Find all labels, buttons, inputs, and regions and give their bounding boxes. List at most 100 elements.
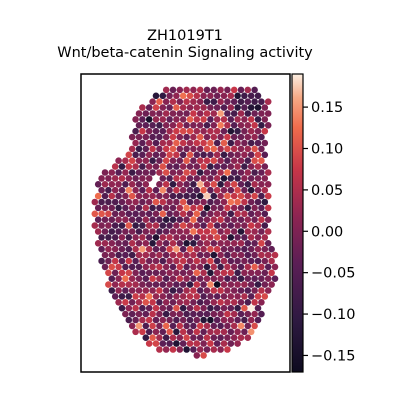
tissue-spot	[254, 186, 262, 194]
tissue-spot	[200, 234, 207, 241]
tissue-spot	[183, 86, 190, 94]
tissue-spot	[220, 328, 228, 336]
tissue-spot	[128, 181, 136, 188]
tissue-spot	[200, 293, 207, 300]
tissue-spot	[169, 122, 177, 129]
tissue-spot	[98, 234, 105, 241]
tissue-spot	[247, 328, 255, 336]
tissue-spot	[230, 86, 238, 94]
tissue-spot	[142, 157, 150, 164]
tissue-spot	[118, 222, 126, 229]
tissue-spot	[251, 98, 258, 105]
tissue-spot	[210, 216, 218, 223]
tissue-spot	[145, 245, 153, 253]
tissue-spot	[128, 157, 136, 164]
tissue-spot	[162, 204, 170, 212]
tissue-spot	[237, 310, 245, 318]
tissue-spot	[190, 334, 197, 342]
tissue-spot	[156, 181, 163, 188]
tissue-spot	[156, 251, 163, 259]
tissue-spot	[247, 269, 255, 277]
tissue-spot	[258, 181, 265, 188]
tissue-spot	[145, 328, 153, 336]
tissue-spot	[268, 269, 275, 277]
tissue-spot	[186, 151, 194, 159]
tissue-spot	[105, 222, 112, 229]
tissue-spot	[183, 157, 190, 164]
tissue-spot	[200, 222, 207, 229]
tissue-spot	[227, 92, 235, 100]
tissue-spot	[118, 175, 126, 182]
tissue-spot	[145, 198, 153, 206]
tissue-spot	[122, 169, 129, 176]
tissue-spot	[132, 198, 139, 206]
tissue-spot	[183, 145, 190, 153]
tissue-spot	[173, 139, 180, 147]
tissue-spot	[132, 269, 139, 277]
tissue-spot	[220, 304, 228, 312]
tissue-spot	[159, 127, 167, 135]
tissue-spot	[203, 192, 211, 200]
tissue-spot	[241, 175, 248, 182]
tissue-spot	[111, 257, 119, 265]
tissue-spot	[145, 234, 153, 241]
tissue-spot	[254, 210, 262, 218]
tissue-spot	[142, 287, 150, 294]
tissue-spot	[173, 151, 180, 159]
tissue-spot	[186, 234, 194, 241]
tissue-spot	[139, 257, 146, 265]
tissue-spot	[207, 304, 214, 312]
tissue-spot	[166, 304, 173, 312]
tissue-spot	[166, 328, 173, 336]
tissue-spot	[190, 204, 197, 212]
tissue-spot	[213, 293, 221, 300]
tissue-spot	[179, 116, 187, 123]
tissue-spot	[227, 163, 235, 170]
tissue-spot	[118, 198, 126, 206]
tissue-spot	[203, 181, 211, 188]
tissue-spot	[234, 257, 241, 265]
tissue-spot	[241, 139, 248, 147]
tissue-spot	[186, 257, 194, 265]
tissue-spot	[173, 116, 180, 123]
tissue-spot	[224, 98, 231, 105]
tissue-spot	[271, 275, 279, 283]
tissue-spot	[183, 240, 190, 247]
tissue-spot	[145, 104, 153, 111]
tissue-spot	[139, 245, 146, 253]
tissue-spot	[139, 127, 146, 135]
tissue-spot	[156, 216, 163, 223]
tissue-spot	[217, 86, 224, 94]
tissue-spot	[210, 240, 218, 247]
tissue-spot	[210, 310, 218, 318]
tissue-spot	[173, 198, 180, 206]
tissue-spot	[179, 257, 187, 265]
tissue-spot	[196, 145, 204, 153]
tissue-spot	[179, 151, 187, 159]
tissue-spot	[156, 133, 163, 141]
tissue-spot	[227, 304, 235, 312]
tissue-spot	[220, 127, 228, 135]
tissue-spot	[234, 234, 241, 241]
tissue-spot	[196, 334, 204, 342]
tissue-spot	[254, 116, 262, 123]
tissue-spot	[166, 245, 173, 253]
tissue-spot	[196, 287, 204, 294]
tissue-spot	[173, 234, 180, 241]
tissue-spot	[193, 116, 201, 123]
tissue-spot	[176, 192, 184, 200]
tissue-spot	[190, 133, 197, 141]
tissue-spot	[176, 98, 184, 105]
tissue-spot	[145, 293, 153, 300]
tissue-spot	[261, 269, 269, 277]
tissue-spot	[207, 234, 214, 241]
tissue-spot	[224, 192, 231, 200]
tissue-spot	[105, 175, 112, 182]
tissue-spot	[196, 204, 204, 212]
tissue-spot	[196, 181, 204, 188]
tissue-spot	[251, 133, 258, 141]
tissue-spot	[183, 251, 190, 259]
tissue-spot	[213, 116, 221, 123]
tissue-spot	[217, 181, 224, 188]
tissue-spot	[220, 234, 228, 241]
